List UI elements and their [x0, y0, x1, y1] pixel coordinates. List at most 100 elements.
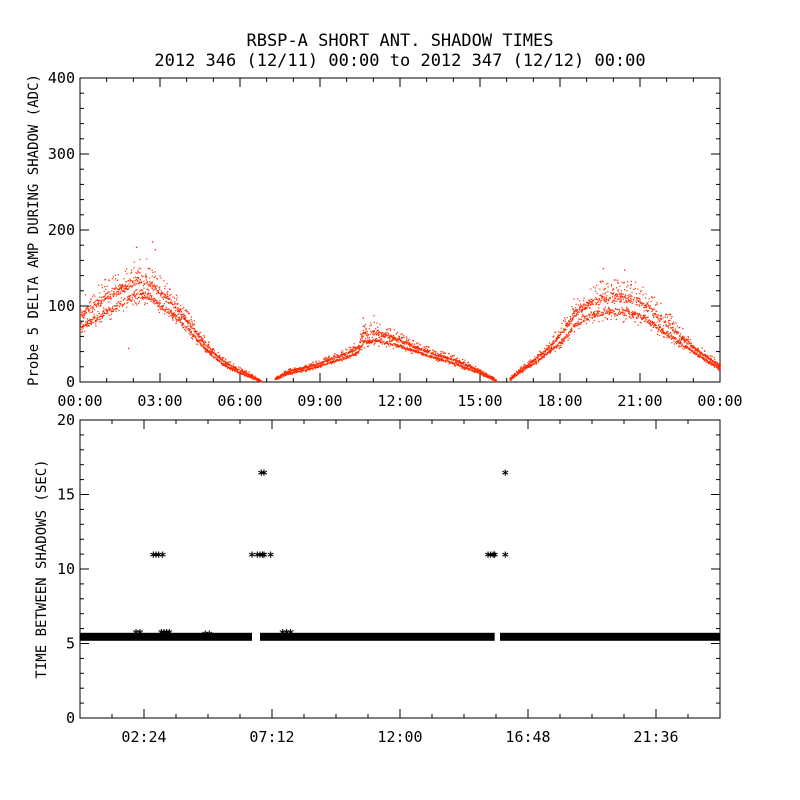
amplitude-point	[122, 284, 124, 286]
amplitude-point	[126, 273, 128, 275]
amplitude-point	[200, 331, 202, 334]
amplitude-point	[386, 341, 389, 343]
amplitude-point	[441, 359, 443, 361]
amplitude-point	[126, 299, 128, 301]
amplitude-point	[564, 317, 566, 319]
amplitude-point	[132, 298, 134, 300]
amplitude-point	[575, 315, 577, 317]
amplitude-point	[608, 297, 611, 299]
amplitude-point	[418, 351, 420, 354]
amplitude-point	[92, 306, 94, 308]
amplitude-point	[568, 337, 570, 339]
amplitude-point	[414, 347, 416, 349]
amplitude-point	[630, 280, 632, 282]
amplitude-point	[428, 351, 430, 353]
amplitude-point	[300, 367, 302, 369]
amplitude-point	[678, 342, 680, 344]
amplitude-point	[480, 372, 482, 374]
amplitude-point	[638, 314, 640, 316]
amplitude-point	[114, 305, 117, 307]
amplitude-point	[332, 361, 334, 364]
amplitude-point	[297, 370, 299, 373]
amplitude-point	[401, 336, 403, 339]
amplitude-point	[358, 351, 360, 353]
amplitude-point	[222, 360, 224, 362]
amplitude-point	[544, 351, 547, 353]
amplitude-point	[483, 373, 485, 375]
amplitude-point	[216, 358, 218, 360]
amplitude-point	[649, 320, 652, 322]
amplitude-point	[371, 341, 373, 343]
amplitude-point	[180, 321, 182, 323]
amplitude-point	[705, 355, 707, 357]
amplitude-point	[704, 354, 706, 356]
amplitude-point	[640, 317, 642, 319]
amplitude-point	[116, 305, 118, 307]
amplitude-point	[457, 357, 459, 359]
amplitude-point	[589, 299, 591, 301]
amplitude-point	[683, 341, 685, 344]
amplitude-point	[177, 306, 179, 309]
amplitude-point	[414, 345, 416, 348]
amplitude-point	[627, 297, 629, 299]
amplitude-point	[104, 309, 106, 311]
amplitude-point	[169, 288, 171, 290]
amplitude-point	[155, 293, 158, 295]
amplitude-point	[410, 345, 412, 347]
amplitude-point	[669, 323, 671, 325]
amplitude-point	[343, 356, 345, 359]
amplitude-point	[80, 327, 82, 329]
amplitude-point	[637, 314, 639, 316]
amplitude-point	[115, 287, 117, 289]
amplitude-point	[304, 366, 306, 368]
amplitude-point	[349, 351, 351, 353]
amplitude-point	[206, 350, 209, 352]
amplitude-point	[181, 324, 183, 326]
amplitude-point	[133, 292, 135, 294]
amplitude-point	[419, 351, 421, 353]
amplitude-point	[628, 309, 630, 311]
amplitude-point	[640, 290, 642, 292]
amplitude-point	[667, 325, 669, 327]
amplitude-point	[130, 295, 132, 297]
amplitude-point	[604, 312, 607, 314]
amplitude-point	[84, 309, 86, 312]
amplitude-point	[565, 337, 567, 339]
amplitude-point	[183, 315, 185, 317]
amplitude-point	[631, 314, 633, 316]
amplitude-point	[658, 326, 660, 328]
amplitude-point	[442, 358, 444, 360]
amplitude-point	[384, 335, 386, 338]
amplitude-point	[417, 345, 419, 347]
amplitude-point	[363, 325, 365, 327]
amplitude-point	[402, 346, 404, 348]
amplitude-point	[670, 331, 672, 334]
amplitude-point	[129, 295, 131, 297]
amplitude-point	[104, 286, 106, 288]
amplitude-point	[323, 361, 325, 363]
amplitude-point	[523, 369, 526, 371]
amplitude-point	[561, 342, 563, 344]
amplitude-point	[189, 328, 191, 331]
amplitude-point	[622, 311, 624, 313]
amplitude-point	[451, 361, 453, 363]
amplitude-point	[145, 273, 147, 275]
amplitude-points	[80, 241, 722, 383]
amplitude-point	[624, 309, 626, 312]
amplitude-point	[410, 352, 412, 354]
amplitude-point	[588, 320, 590, 322]
amplitude-point	[612, 288, 614, 290]
amplitude-point	[345, 357, 347, 360]
amplitude-point	[655, 310, 657, 312]
amplitude-point	[627, 300, 629, 302]
amplitude-point	[547, 349, 549, 351]
amplitude-point	[360, 345, 362, 347]
amplitude-point	[351, 352, 353, 354]
amplitude-point	[210, 350, 212, 352]
amplitude-point	[393, 337, 395, 339]
amplitude-point	[435, 359, 437, 361]
amplitude-point	[116, 293, 118, 295]
amplitude-point	[611, 309, 613, 311]
amplitude-point	[598, 304, 600, 306]
